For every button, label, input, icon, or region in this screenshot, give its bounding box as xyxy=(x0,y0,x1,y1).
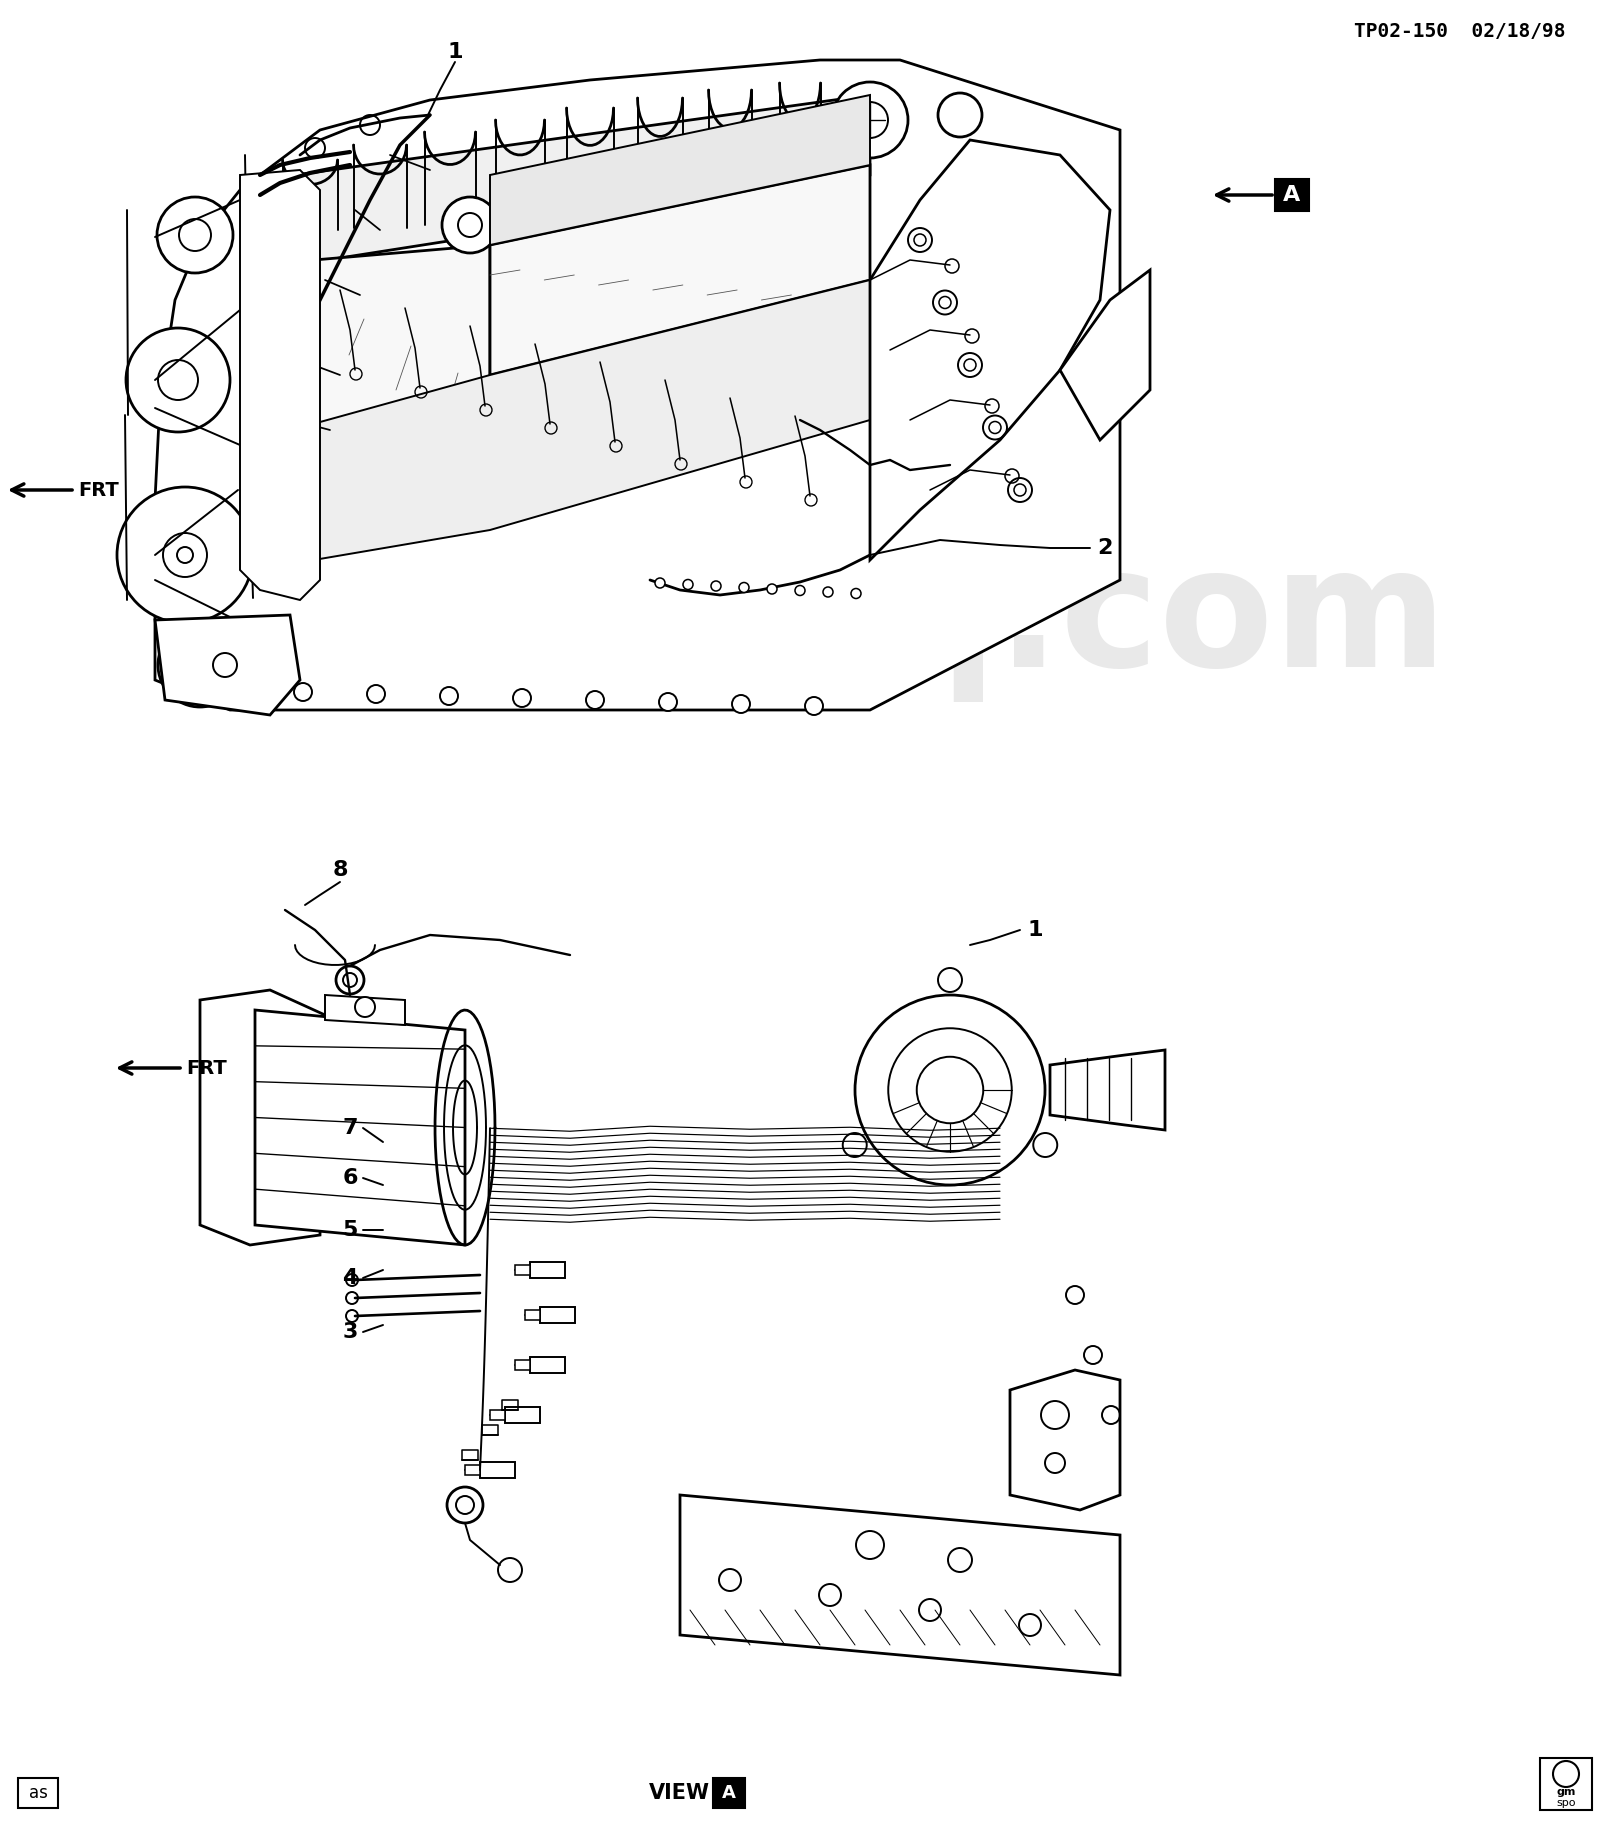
Polygon shape xyxy=(254,244,490,439)
Text: FRT: FRT xyxy=(186,1059,227,1077)
Circle shape xyxy=(733,695,750,713)
Text: 4: 4 xyxy=(342,1269,358,1289)
Circle shape xyxy=(126,328,230,432)
Polygon shape xyxy=(541,1307,574,1323)
Text: 1: 1 xyxy=(1027,921,1043,941)
Polygon shape xyxy=(254,281,870,571)
Circle shape xyxy=(654,578,666,589)
Polygon shape xyxy=(325,995,405,1025)
Text: partsouq.com: partsouq.com xyxy=(152,538,1448,702)
Polygon shape xyxy=(466,1466,480,1475)
Text: A: A xyxy=(1283,184,1301,204)
Circle shape xyxy=(117,487,253,623)
Circle shape xyxy=(1554,1761,1579,1787)
Circle shape xyxy=(355,997,374,1017)
Circle shape xyxy=(832,82,909,159)
Circle shape xyxy=(659,693,677,711)
Circle shape xyxy=(342,973,357,986)
Polygon shape xyxy=(680,1495,1120,1675)
Circle shape xyxy=(186,651,214,680)
Text: spo: spo xyxy=(1557,1797,1576,1808)
Bar xyxy=(1275,179,1309,211)
Circle shape xyxy=(157,197,234,273)
Polygon shape xyxy=(490,166,870,376)
Polygon shape xyxy=(480,1462,515,1478)
Text: 6: 6 xyxy=(342,1169,358,1189)
Circle shape xyxy=(366,685,386,704)
Circle shape xyxy=(917,1057,984,1123)
Text: 5: 5 xyxy=(342,1220,358,1240)
Polygon shape xyxy=(240,170,320,600)
Circle shape xyxy=(586,691,605,709)
Text: FRT: FRT xyxy=(78,481,118,500)
Polygon shape xyxy=(525,1311,541,1320)
Circle shape xyxy=(843,1134,867,1158)
Polygon shape xyxy=(870,140,1110,560)
Circle shape xyxy=(766,583,778,594)
Circle shape xyxy=(795,585,805,596)
Circle shape xyxy=(440,687,458,706)
Circle shape xyxy=(163,532,206,578)
Polygon shape xyxy=(515,1360,530,1371)
Circle shape xyxy=(854,995,1045,1185)
Circle shape xyxy=(336,966,365,994)
Circle shape xyxy=(683,580,693,589)
Circle shape xyxy=(851,102,888,139)
Circle shape xyxy=(179,219,211,252)
Text: 1: 1 xyxy=(448,42,462,62)
Circle shape xyxy=(805,696,822,715)
Polygon shape xyxy=(155,614,301,715)
Polygon shape xyxy=(1050,1050,1165,1130)
Text: VIEW: VIEW xyxy=(650,1783,710,1803)
Circle shape xyxy=(158,623,242,707)
Circle shape xyxy=(851,589,861,598)
Polygon shape xyxy=(254,1010,466,1245)
Circle shape xyxy=(456,1497,474,1513)
Text: as: as xyxy=(29,1785,48,1801)
Bar xyxy=(714,1777,746,1808)
Polygon shape xyxy=(490,95,870,244)
Polygon shape xyxy=(200,990,325,1245)
Circle shape xyxy=(213,653,237,676)
Text: 2: 2 xyxy=(1098,538,1112,558)
Circle shape xyxy=(938,968,962,992)
Circle shape xyxy=(458,213,482,237)
Polygon shape xyxy=(506,1407,541,1424)
Circle shape xyxy=(514,689,531,707)
Text: 7: 7 xyxy=(342,1117,358,1138)
Circle shape xyxy=(739,583,749,592)
Polygon shape xyxy=(530,1262,565,1278)
Circle shape xyxy=(822,587,834,596)
Polygon shape xyxy=(530,1356,565,1373)
Circle shape xyxy=(938,93,982,137)
Circle shape xyxy=(888,1028,1011,1152)
Polygon shape xyxy=(155,60,1120,709)
Bar xyxy=(1539,1757,1592,1810)
Circle shape xyxy=(221,682,238,698)
Polygon shape xyxy=(294,95,870,264)
Circle shape xyxy=(442,197,498,253)
Circle shape xyxy=(158,359,198,399)
Polygon shape xyxy=(515,1265,530,1274)
Circle shape xyxy=(710,582,722,591)
Text: gm: gm xyxy=(1557,1787,1576,1797)
Text: A: A xyxy=(722,1785,736,1801)
Text: 8: 8 xyxy=(333,860,347,881)
Text: TP02-150  02/18/98: TP02-150 02/18/98 xyxy=(1354,22,1565,40)
Polygon shape xyxy=(1010,1371,1120,1509)
Polygon shape xyxy=(490,1409,506,1420)
Circle shape xyxy=(446,1488,483,1522)
Text: 3: 3 xyxy=(342,1322,358,1342)
Bar xyxy=(18,1777,58,1808)
Circle shape xyxy=(1034,1134,1058,1158)
Polygon shape xyxy=(1059,270,1150,439)
Circle shape xyxy=(294,684,312,702)
